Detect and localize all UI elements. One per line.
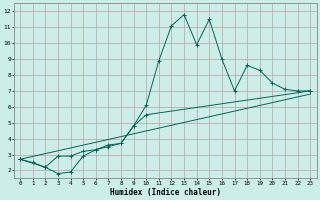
X-axis label: Humidex (Indice chaleur): Humidex (Indice chaleur) xyxy=(110,188,220,197)
